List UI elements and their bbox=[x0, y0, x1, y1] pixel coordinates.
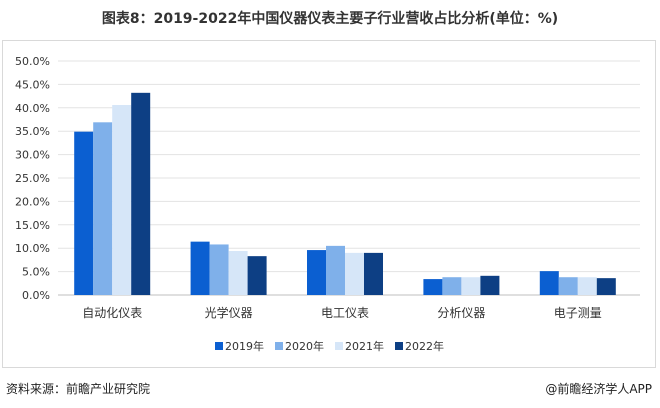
legend-swatch bbox=[215, 342, 223, 350]
y-tick-label: 20.0% bbox=[15, 195, 50, 208]
y-tick-label: 15.0% bbox=[15, 219, 50, 232]
legend-label: 2019年 bbox=[225, 339, 264, 353]
chart-frame bbox=[2, 40, 656, 368]
bar-2019年 bbox=[74, 131, 94, 295]
bar-2022年 bbox=[480, 275, 500, 295]
bar-2021年 bbox=[461, 277, 481, 295]
bar-2021年 bbox=[112, 104, 132, 295]
bar-2021年 bbox=[228, 251, 248, 295]
y-tick-label: 25.0% bbox=[15, 172, 50, 185]
x-tick-label: 分析仪器 bbox=[437, 306, 485, 320]
bar-2022年 bbox=[596, 278, 616, 295]
x-tick-label: 自动化仪表 bbox=[82, 306, 142, 320]
y-tick-label: 5.0% bbox=[22, 266, 50, 279]
chart-title: 图表8：2019-2022年中国仪器仪表主要子行业营收占比分析(单位：%) bbox=[101, 11, 559, 27]
legend-label: 2020年 bbox=[285, 339, 324, 353]
y-tick-label: 0.0% bbox=[22, 289, 50, 302]
bar-2021年 bbox=[577, 277, 597, 295]
bar-2022年 bbox=[131, 92, 151, 295]
bar-2022年 bbox=[364, 252, 383, 295]
bar-2020年 bbox=[209, 244, 229, 295]
y-tick-label: 40.0% bbox=[15, 102, 50, 115]
bar-2019年 bbox=[423, 279, 443, 295]
y-tick-label: 35.0% bbox=[15, 125, 50, 138]
bar-2019年 bbox=[190, 241, 210, 295]
legend-swatch bbox=[395, 342, 403, 350]
bar-2019年 bbox=[307, 250, 326, 295]
legend-swatch bbox=[275, 342, 283, 350]
legend-swatch bbox=[335, 342, 343, 350]
legend-label: 2021年 bbox=[345, 339, 384, 353]
source-note: 资料来源：前瞻产业研究院 bbox=[6, 382, 151, 396]
bar-2020年 bbox=[442, 277, 462, 295]
legend-label: 2022年 bbox=[405, 339, 444, 353]
y-tick-label: 10.0% bbox=[15, 242, 50, 255]
bar-2021年 bbox=[345, 252, 364, 295]
y-tick-label: 45.0% bbox=[15, 78, 50, 91]
brand-label: @前瞻经济学人APP bbox=[545, 382, 652, 396]
bar-2020年 bbox=[93, 122, 113, 295]
bar-2020年 bbox=[326, 245, 345, 295]
y-tick-label: 30.0% bbox=[15, 149, 50, 162]
x-tick-label: 电工仪表 bbox=[321, 306, 369, 320]
x-tick-label: 光学仪器 bbox=[205, 305, 253, 320]
y-tick-label: 50.0% bbox=[15, 55, 50, 68]
bar-2019年 bbox=[539, 271, 559, 295]
x-tick-label: 电子测量 bbox=[554, 306, 602, 320]
bar-2022年 bbox=[247, 256, 267, 295]
bar-2020年 bbox=[558, 277, 578, 295]
